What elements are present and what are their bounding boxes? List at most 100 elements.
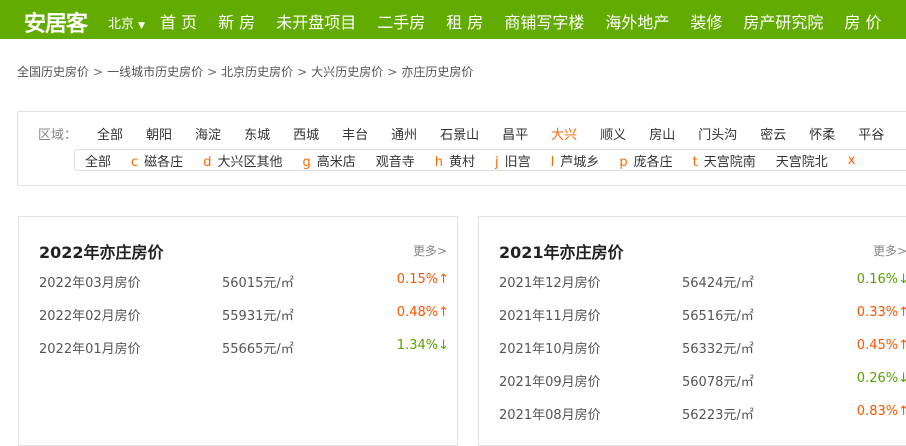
price-row[interactable]: 2021年08月房价 56223元/㎡ 0.83%↑ xyxy=(499,404,906,424)
subarea-name: 全部 xyxy=(85,154,112,170)
month-label: 2021年08月房价 xyxy=(499,408,601,423)
nav-item[interactable]: 首 页 xyxy=(160,13,198,32)
more-link[interactable]: 更多> xyxy=(872,244,906,258)
district-item[interactable]: 大兴 xyxy=(551,128,578,143)
subarea-item[interactable]: 全部 xyxy=(85,151,111,170)
subarea-letter: g xyxy=(302,154,311,170)
nav-item[interactable]: 房产研究院 xyxy=(743,13,824,32)
price-value: 55665元/㎡ xyxy=(222,342,294,357)
price-card-2022: 2022年亦庄房价 更多> 2022年03月房价 56015元/㎡ 0.15%↑ 2022… xyxy=(18,216,458,446)
subarea-item[interactable]: p 庞各庄 xyxy=(619,151,672,170)
price-row[interactable]: 2022年02月房价 55931元/㎡ 0.48%↑ xyxy=(39,305,449,325)
subarea-name: 旧宫 xyxy=(504,154,531,170)
subarea-letter: p xyxy=(619,154,628,170)
subarea-item[interactable]: 天宫院北 xyxy=(776,151,828,170)
district-item[interactable]: 朝阳 xyxy=(146,128,173,143)
breadcrumb-link[interactable]: 北京历史房价 xyxy=(221,65,294,79)
main-nav: 首 页 新 房 未开盘项目 二手房 租 房 商铺写字楼 海外地产 装修 房产研究院 房 价 xyxy=(160,9,902,33)
subarea-letter: c xyxy=(131,154,139,170)
breadcrumb-separator: > xyxy=(297,65,308,79)
price-value: 56223元/㎡ xyxy=(682,408,754,423)
nav-item[interactable]: 租 房 xyxy=(446,13,484,32)
price-value: 56078元/㎡ xyxy=(682,375,754,390)
nav-item[interactable]: 海外地产 xyxy=(605,13,670,32)
month-label: 2022年01月房价 xyxy=(39,342,141,357)
month-label: 2022年02月房价 xyxy=(39,309,141,324)
subarea-name: 磁各庄 xyxy=(144,154,184,170)
nav-item[interactable]: 房 价 xyxy=(844,13,882,32)
subarea-item[interactable]: g 高米店 xyxy=(302,151,355,170)
region-label: 区域： xyxy=(38,128,78,143)
month-label: 2021年11月房价 xyxy=(499,309,601,324)
district-item[interactable]: 西城 xyxy=(293,128,320,143)
subarea-letter: x xyxy=(847,152,856,168)
subarea-name: 天宫院南 xyxy=(703,154,756,170)
price-value: 56015元/㎡ xyxy=(222,276,294,291)
price-value: 56424元/㎡ xyxy=(682,276,754,291)
price-row[interactable]: 2022年01月房价 55665元/㎡ 1.34%↓ xyxy=(39,338,449,358)
district-item[interactable]: 怀柔 xyxy=(809,128,836,143)
subarea-item[interactable]: t 天宫院南 xyxy=(693,151,756,170)
nav-item[interactable]: 装修 xyxy=(690,13,723,32)
month-label: 2021年09月房价 xyxy=(499,375,601,390)
subarea-name: 大兴区其他 xyxy=(217,154,283,170)
subarea-name: 芦城乡 xyxy=(560,154,600,170)
price-row[interactable]: 2021年12月房价 56424元/㎡ 0.16%↓ xyxy=(499,272,906,292)
breadcrumb-link[interactable]: 全国历史房价 xyxy=(17,65,90,79)
subarea-item[interactable]: j 旧宫 xyxy=(495,151,531,170)
region-filter: 区域： 全部 朝阳 海淀 东城 西城 丰台 通州 石景山 昌平 大兴 顺义 房山 门头沟 密云 怀柔 平谷 全部… xyxy=(17,111,906,186)
district-item[interactable]: 东城 xyxy=(244,128,271,143)
subarea-letter: t xyxy=(692,154,698,170)
subarea-name: 黄村 xyxy=(449,154,476,170)
subarea-name: 庞各庄 xyxy=(633,154,673,170)
city-label: 北京 xyxy=(108,17,135,32)
subarea-letter: l xyxy=(550,154,555,170)
price-value: 56332元/㎡ xyxy=(682,342,754,357)
district-item[interactable]: 石景山 xyxy=(440,128,480,143)
price-row[interactable]: 2021年10月房价 56332元/㎡ 0.45%↑ xyxy=(499,338,906,358)
price-row[interactable]: 2021年11月房价 56516元/㎡ 0.33%↑ xyxy=(499,305,906,325)
district-item[interactable]: 丰台 xyxy=(342,128,369,143)
top-header: 安居客 北京 ▼ 首 页 新 房 未开盘项目 二手房 租 房 商铺写字楼 海外地产 装修 房产研… xyxy=(0,0,906,39)
more-link[interactable]: 更多> xyxy=(412,244,447,258)
subarea-name: 观音寺 xyxy=(375,154,415,170)
card-title: 2021年亦庄房价 xyxy=(499,243,624,262)
district-item[interactable]: 全部 xyxy=(97,128,124,143)
city-selector[interactable]: 北京 ▼ xyxy=(108,13,145,32)
price-value: 56516元/㎡ xyxy=(682,309,754,324)
change-value: 0.33%↑ xyxy=(856,305,906,320)
district-item[interactable]: 门头沟 xyxy=(698,128,738,143)
district-item[interactable]: 昌平 xyxy=(502,128,529,143)
card-title: 2022年亦庄房价 xyxy=(39,243,164,262)
subarea-item[interactable]: h 黄村 xyxy=(435,151,475,170)
nav-item[interactable]: 商铺写字楼 xyxy=(504,13,585,32)
district-item[interactable]: 房山 xyxy=(649,128,676,143)
price-card-2021: 2021年亦庄房价 更多> 2021年12月房价 56424元/㎡ 0.16%↓ 2021… xyxy=(478,216,906,446)
nav-item[interactable]: 二手房 xyxy=(377,13,426,32)
nav-item[interactable]: 新 房 xyxy=(218,13,256,32)
subarea-letter: h xyxy=(434,154,444,170)
breadcrumb-link[interactable]: 亦庄历史房价 xyxy=(401,65,474,79)
breadcrumb-link[interactable]: 大兴历史房价 xyxy=(311,65,384,79)
subarea-letter: j xyxy=(495,154,499,170)
change-value: 1.34%↓ xyxy=(396,338,449,353)
price-row[interactable]: 2021年09月房价 56078元/㎡ 0.26%↓ xyxy=(499,371,906,391)
breadcrumb-link[interactable]: 一线城市历史房价 xyxy=(107,65,204,79)
chevron-down-icon: ▼ xyxy=(138,21,146,31)
district-item[interactable]: 顺义 xyxy=(600,128,627,143)
subarea-item[interactable]: 观音寺 xyxy=(376,151,415,170)
subarea-letter: d xyxy=(203,154,212,170)
subarea-item[interactable]: l 芦城乡 xyxy=(551,151,600,170)
price-row[interactable]: 2022年03月房价 56015元/㎡ 0.15%↑ xyxy=(39,272,449,292)
nav-item[interactable]: 未开盘项目 xyxy=(276,13,357,32)
district-item[interactable]: 海淀 xyxy=(195,128,222,143)
subarea-item[interactable]: c 磁各庄 xyxy=(131,151,183,170)
district-item[interactable]: 平谷 xyxy=(858,128,885,143)
subarea-item[interactable]: x xyxy=(848,153,862,168)
breadcrumb-separator: > xyxy=(93,65,104,79)
subarea-item[interactable]: d 大兴区其他 xyxy=(203,151,282,170)
breadcrumb-separator: > xyxy=(207,65,218,79)
district-item[interactable]: 密云 xyxy=(760,128,787,143)
district-item[interactable]: 通州 xyxy=(391,128,418,143)
logo[interactable]: 安居客 xyxy=(24,12,88,37)
